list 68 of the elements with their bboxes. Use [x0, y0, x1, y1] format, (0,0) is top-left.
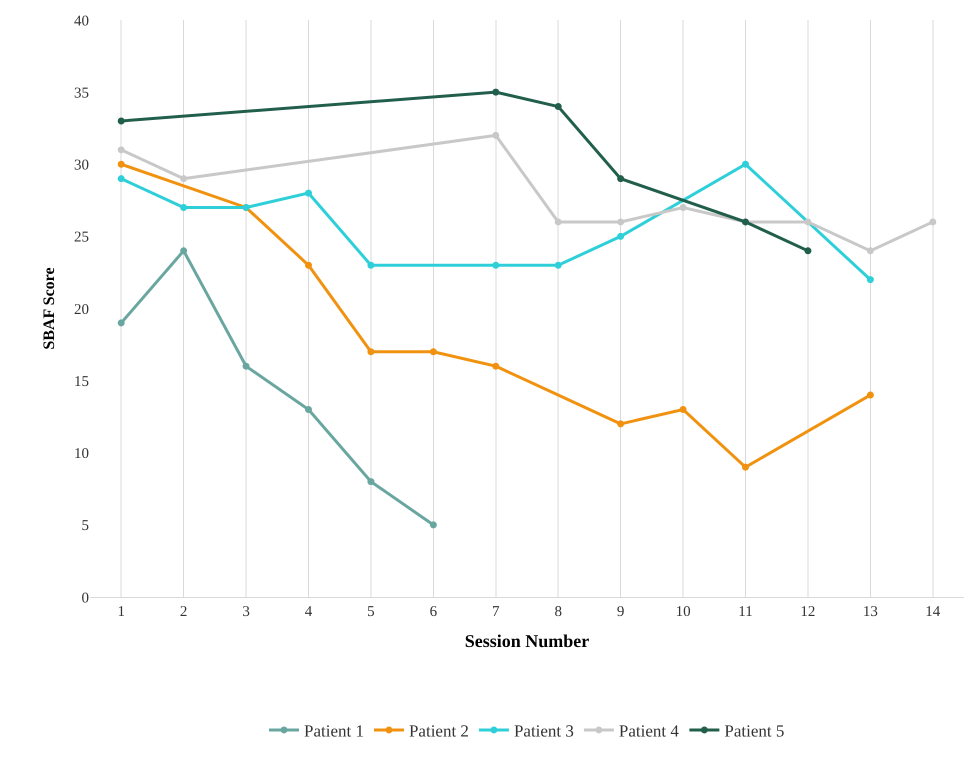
point — [118, 160, 125, 168]
y-axis-title: SBAF Score — [40, 267, 58, 350]
x-tick-label: 14 — [925, 604, 941, 620]
point — [180, 247, 188, 254]
point — [118, 117, 125, 124]
point — [305, 406, 312, 413]
y-tick-label: 15 — [74, 374, 89, 390]
point — [742, 160, 749, 168]
legend-label: Patient 1 — [304, 722, 364, 741]
y-tick-label: 35 — [74, 85, 89, 102]
point — [804, 247, 812, 254]
point — [367, 262, 374, 269]
point — [866, 276, 874, 284]
point — [492, 132, 500, 139]
legend-label: Patient 2 — [408, 722, 469, 741]
x-tick-label: 13 — [862, 604, 878, 620]
x-tick-label: 7 — [492, 604, 500, 620]
point — [554, 103, 562, 110]
y-tick-label: 10 — [74, 446, 89, 462]
point — [742, 464, 749, 471]
point — [680, 406, 687, 413]
legend-label: Patient 4 — [618, 722, 680, 741]
x-tick-label: 6 — [430, 604, 438, 620]
x-tick-label: 4 — [304, 604, 313, 620]
point — [305, 262, 312, 269]
point — [180, 204, 188, 212]
point — [492, 262, 500, 269]
point — [180, 175, 188, 182]
point — [242, 362, 250, 370]
point — [866, 392, 874, 399]
point — [866, 247, 874, 254]
point — [492, 362, 500, 370]
x-tick-label: 5 — [367, 604, 375, 620]
point — [680, 204, 687, 212]
point — [367, 348, 374, 356]
y-tick-label: 25 — [74, 230, 89, 246]
point — [430, 521, 437, 528]
x-axis-title: Session Number — [464, 631, 590, 652]
legend-label: Patient 3 — [514, 722, 574, 741]
x-tick-label: 10 — [676, 604, 691, 620]
point — [367, 478, 374, 486]
x-tick-label: 9 — [616, 604, 624, 620]
point — [430, 348, 437, 356]
point — [305, 190, 312, 197]
point — [617, 232, 624, 240]
y-tick-label: 40 — [74, 13, 89, 30]
x-tick-label: 11 — [738, 604, 753, 620]
point — [118, 175, 125, 182]
point — [118, 319, 125, 326]
point — [554, 218, 562, 226]
x-tick-label: 3 — [242, 604, 250, 620]
point — [804, 218, 812, 226]
y-tick-label: 20 — [74, 302, 89, 318]
point — [617, 420, 624, 428]
y-tick-label: 30 — [74, 158, 89, 174]
x-tick-label: 1 — [117, 604, 125, 620]
x-tick-label: 8 — [554, 604, 562, 620]
legend-label: Patient 5 — [724, 722, 784, 741]
y-tick-label: 5 — [82, 518, 89, 534]
x-tick-label: 12 — [800, 604, 816, 620]
point — [118, 146, 125, 154]
x-tick-label: 2 — [180, 604, 188, 620]
point — [929, 218, 936, 226]
y-tick-label: 0 — [82, 590, 89, 606]
point — [617, 218, 624, 226]
point — [617, 175, 624, 182]
point — [554, 262, 562, 269]
point — [492, 88, 500, 96]
